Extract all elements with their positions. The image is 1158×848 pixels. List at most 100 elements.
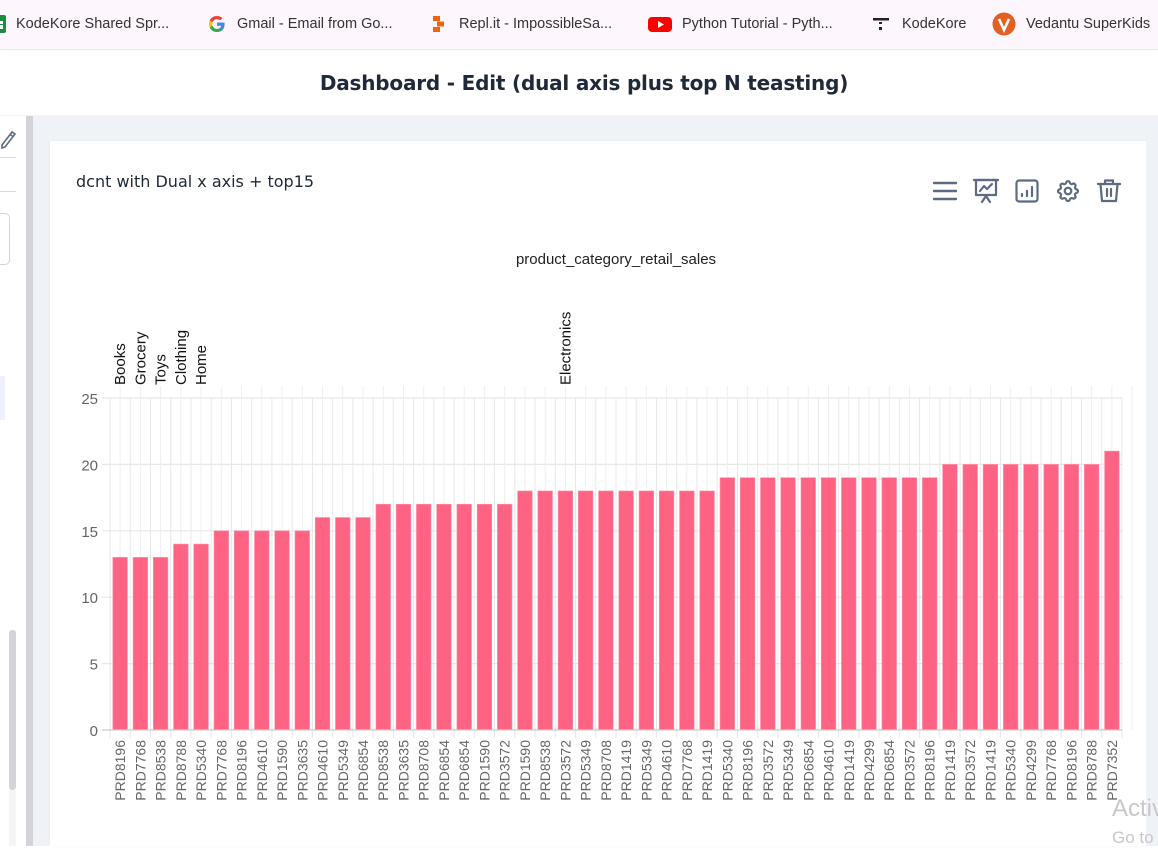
delete-button[interactable] [1088, 179, 1129, 207]
replit-icon [429, 14, 449, 34]
bookmark-gmail[interactable]: Gmail - Email from Go... [207, 13, 393, 35]
bookmark-vedantu[interactable]: Vedantu SuperKids [992, 12, 1150, 36]
x-tick-label: PRD1419 [618, 740, 634, 801]
secondary-x-label: Electronics [557, 312, 574, 385]
bar [557, 490, 573, 731]
x-tick-label: PRD1419 [699, 740, 715, 801]
bar [982, 464, 999, 731]
x-tick-label: PRD8788 [173, 740, 189, 801]
page-title: Dashboard - Edit (dual axis plus top N t… [319, 71, 849, 95]
x-tick-label: PRD4299 [1023, 740, 1039, 801]
secondary-x-label: Toys [153, 354, 170, 385]
chart-title: product_category_retail_sales [516, 251, 716, 268]
bar [254, 530, 270, 731]
bar [1043, 464, 1059, 731]
x-tick-label: PRD8196 [1063, 740, 1079, 801]
bar [881, 477, 897, 731]
x-tick-label: PRD5349 [578, 740, 594, 801]
bar [942, 464, 958, 731]
bookmarks-bar: KodeKore Shared Spr... Gmail - Email fro… [0, 0, 1158, 50]
bar [820, 477, 837, 731]
x-tick-label: PRD8196 [922, 740, 938, 801]
gear-icon [1055, 178, 1081, 208]
bar [638, 490, 654, 731]
pencil-icon[interactable] [0, 128, 17, 154]
x-tick-label: PRD5340 [719, 740, 735, 801]
x-tick-label: PRD3572 [760, 740, 776, 801]
bar [780, 477, 796, 731]
bar [598, 490, 614, 731]
x-tick-label: PRD1590 [476, 740, 492, 801]
x-tick-label: PRD4610 [659, 740, 675, 801]
x-tick-label: PRD4610 [821, 740, 837, 801]
bar [719, 477, 735, 731]
x-tick-label: PRD3572 [557, 740, 573, 801]
x-tick-label: PRD8538 [537, 740, 553, 801]
activate-watermark: Activ [1112, 795, 1158, 822]
bar [1003, 464, 1019, 731]
x-tick-label: PRD6854 [881, 740, 897, 801]
bookmark-replit[interactable]: Repl.it - ImpossibleSa... [429, 13, 612, 35]
card-toolbar [924, 178, 1129, 208]
bar [274, 530, 290, 731]
x-tick-label: PRD7768 [1043, 740, 1059, 801]
left-scrollbar-thumb[interactable] [9, 630, 16, 790]
x-tick-label: PRD5349 [638, 740, 654, 801]
x-tick-label: PRD8708 [598, 740, 614, 801]
bookmark-kodekore[interactable]: KodeKore [872, 13, 967, 35]
menu-button[interactable] [924, 179, 965, 207]
bar [375, 503, 391, 731]
presentation-chart-icon [972, 178, 999, 208]
page-header: Dashboard - Edit (dual axis plus top N t… [0, 51, 1158, 115]
left-input-box[interactable] [0, 213, 10, 265]
google-sheets-icon [0, 14, 6, 34]
bar [517, 490, 533, 731]
bar [962, 464, 978, 731]
x-tick-label: PRD1419 [982, 740, 998, 801]
bar [739, 477, 756, 731]
bar [213, 530, 229, 731]
bar-chart-icon [1014, 179, 1039, 207]
bar [193, 543, 209, 731]
vedantu-icon [992, 12, 1016, 36]
x-tick-label: PRD8708 [416, 740, 432, 801]
bar [436, 503, 452, 731]
left-selected-item[interactable] [0, 376, 5, 420]
secondary-x-label: Clothing [173, 330, 190, 385]
presentation-button[interactable] [965, 178, 1006, 208]
x-tick-label: PRD8196 [112, 740, 128, 801]
x-tick-label: PRD6854 [800, 740, 816, 801]
bar-chart: product_category_retail_sales 0 5 10 15 20 25… [81, 251, 1133, 801]
x-tick-label: PRD1590 [517, 740, 533, 801]
bar [922, 477, 938, 731]
x-tick-label: PRD6854 [456, 740, 472, 801]
x-tick-label: PRD5349 [780, 740, 796, 801]
x-tick-label: PRD4610 [254, 740, 270, 801]
bar [416, 503, 432, 731]
google-icon [207, 14, 227, 34]
bookmark-kodekore-sheets[interactable]: KodeKore Shared Spr... [0, 13, 169, 35]
x-tick-label: PRD1419 [942, 740, 958, 801]
x-tick-label: PRD3572 [901, 740, 917, 801]
x-tick-label: PRD7352 [1104, 740, 1120, 801]
bar [901, 477, 918, 731]
bar [355, 517, 371, 731]
bar [153, 557, 169, 731]
bar [456, 503, 472, 731]
bookmark-python-tutorial[interactable]: Python Tutorial - Pyth... [648, 13, 833, 35]
bar [841, 477, 857, 731]
chart-card: dcnt with Dual x axis + top15 product_ca… [50, 141, 1146, 846]
bar [1084, 464, 1100, 731]
bar [132, 557, 148, 731]
x-tick-label: PRD6854 [436, 740, 452, 801]
chart-type-button[interactable] [1006, 179, 1047, 207]
panel-resize-handle[interactable] [26, 116, 33, 846]
y-tick-label: 0 [90, 723, 98, 740]
left-scrollbar-track[interactable] [9, 790, 16, 846]
bar [1104, 450, 1120, 731]
x-tick-label: PRD4299 [861, 740, 877, 801]
x-tick-label: PRD8788 [1084, 740, 1100, 801]
bar [1023, 464, 1039, 731]
settings-button[interactable] [1047, 179, 1088, 207]
y-tick-label: 5 [90, 657, 98, 674]
